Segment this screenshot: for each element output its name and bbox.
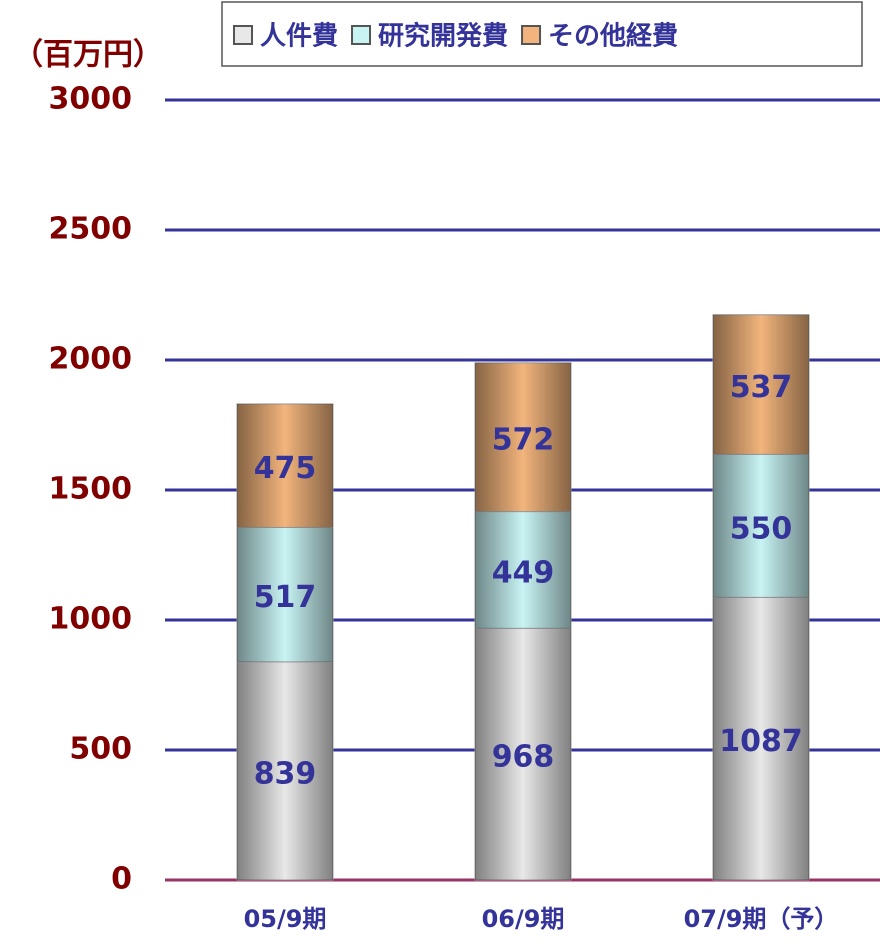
legend-label: その他経費 bbox=[548, 21, 678, 52]
x-tick-label: 06/9期 bbox=[482, 905, 565, 933]
legend-box bbox=[221, 1, 863, 67]
bar-shade bbox=[475, 362, 571, 512]
value-label: 537 bbox=[730, 370, 793, 405]
y-tick-label: 2000 bbox=[49, 342, 133, 377]
value-label: 968 bbox=[492, 740, 555, 775]
y-tick-label: 0 bbox=[111, 862, 132, 897]
value-label: 550 bbox=[730, 511, 793, 546]
value-label: 572 bbox=[492, 423, 555, 458]
y-tick-label: 1500 bbox=[49, 472, 133, 507]
legend-label: 研究開発費 bbox=[378, 21, 508, 52]
bar-shade bbox=[237, 661, 333, 880]
bar-shade bbox=[475, 628, 571, 880]
bar-shade bbox=[475, 511, 571, 629]
value-label: 517 bbox=[254, 580, 317, 615]
y-axis-label: （百万円） bbox=[13, 38, 163, 73]
x-tick-label: 07/9期（予） bbox=[684, 905, 839, 933]
bar-shade bbox=[713, 314, 809, 455]
x-tick-label: 05/9期 bbox=[244, 905, 327, 933]
legend-marker bbox=[233, 25, 253, 45]
legend-marker bbox=[351, 25, 372, 45]
legend-label: 人件費 bbox=[260, 22, 338, 52]
bar-shade bbox=[713, 597, 809, 880]
bar-shade bbox=[237, 403, 333, 528]
y-tick-label: 500 bbox=[69, 732, 132, 767]
bar-shade bbox=[713, 454, 809, 598]
legend-marker bbox=[521, 25, 542, 45]
value-label: 449 bbox=[492, 555, 555, 590]
y-tick-label: 2500 bbox=[49, 212, 133, 247]
value-label: 839 bbox=[254, 756, 317, 791]
value-label: 1087 bbox=[719, 724, 803, 759]
value-label: 475 bbox=[254, 451, 317, 486]
y-tick-label: 3000 bbox=[49, 82, 133, 117]
bar-shade bbox=[237, 527, 333, 662]
y-tick-label: 1000 bbox=[49, 602, 133, 637]
